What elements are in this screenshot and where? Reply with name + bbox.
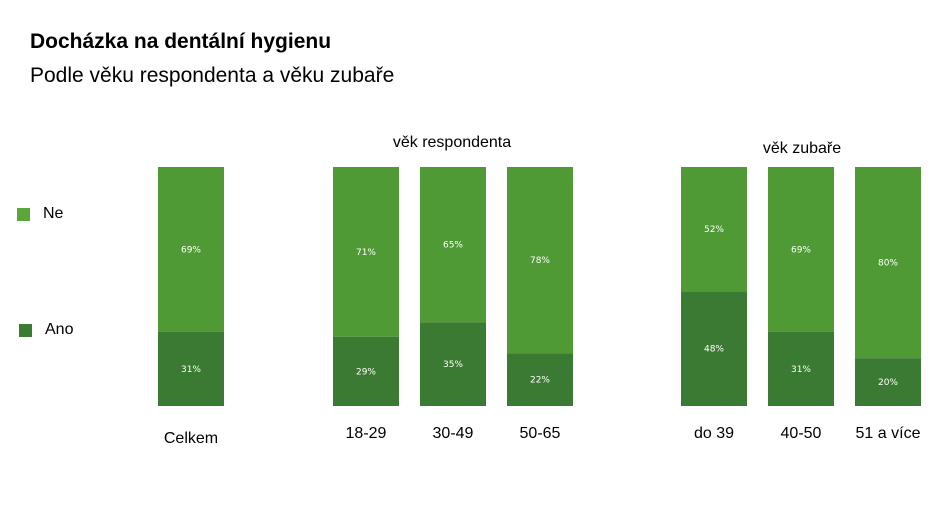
- legend-swatch-ano: [19, 323, 32, 337]
- legend-item-ano: Ano: [19, 321, 73, 339]
- data-label-ano-50-65: 22%: [530, 376, 550, 386]
- bar-segment-ano-51-a-v-ce: [855, 358, 921, 406]
- data-label-ne-celkem: 69%: [181, 245, 201, 255]
- bar-segment-ano-celkem: [158, 331, 224, 406]
- legend-item-ne: Ne: [17, 205, 63, 223]
- data-label-ne-51-a-v-ce: 80%: [878, 259, 898, 269]
- bar-segment-ne-30-49: [420, 167, 486, 323]
- data-label-ano-celkem: 31%: [181, 365, 201, 375]
- legend-label-ne: Ne: [43, 205, 64, 222]
- data-label-ano-do-39: 48%: [704, 345, 724, 355]
- bar-segment-ne-do-39: [681, 167, 747, 292]
- category-label-do-39: do 39: [694, 425, 734, 442]
- bar-segment-ne-51-a-v-ce: [855, 167, 921, 359]
- chart-title: Docházka na dentální hygienu: [30, 30, 332, 53]
- bar-segment-ano-50-65: [507, 353, 573, 406]
- data-label-ne-50-65: 78%: [530, 256, 550, 266]
- group-label-dentist-age: věk zubaře: [762, 140, 842, 157]
- legend-label-ano: Ano: [45, 321, 74, 338]
- bar-segment-ano-30-49: [420, 322, 486, 406]
- category-label-30-49: 30-49: [433, 425, 474, 442]
- data-label-ne-18-29: 71%: [356, 248, 376, 258]
- chart-subtitle: Podle věku respondenta a věku zubaře: [30, 64, 395, 87]
- data-label-ano-30-49: 35%: [443, 360, 463, 370]
- bar-segment-ano-do-39: [681, 291, 747, 406]
- category-label-18-29: 18-29: [346, 425, 387, 442]
- bar-segment-ano-18-29: [333, 336, 399, 406]
- category-label-51-a-v-ce: 51 a více: [856, 425, 921, 442]
- data-label-ne-40-50: 69%: [791, 245, 811, 255]
- category-label-50-65: 50-65: [520, 425, 561, 442]
- bar-segment-ne-40-50: [768, 167, 834, 332]
- bar-segment-ne-18-29: [333, 167, 399, 337]
- data-label-ano-40-50: 31%: [791, 365, 811, 375]
- data-label-ano-51-a-v-ce: 20%: [878, 378, 898, 388]
- bar-segment-ne-celkem: [158, 167, 224, 332]
- category-label-celkem: Celkem: [164, 430, 218, 447]
- group-label-respondent-age: věk respondenta: [392, 134, 512, 151]
- bar-segment-ano-40-50: [768, 331, 834, 406]
- bar-segment-ne-50-65: [507, 167, 573, 354]
- legend-swatch-ne: [17, 207, 30, 221]
- category-label-40-50: 40-50: [781, 425, 822, 442]
- data-label-ne-do-39: 52%: [704, 225, 724, 235]
- data-label-ano-18-29: 29%: [356, 367, 376, 377]
- data-label-ne-30-49: 65%: [443, 241, 463, 251]
